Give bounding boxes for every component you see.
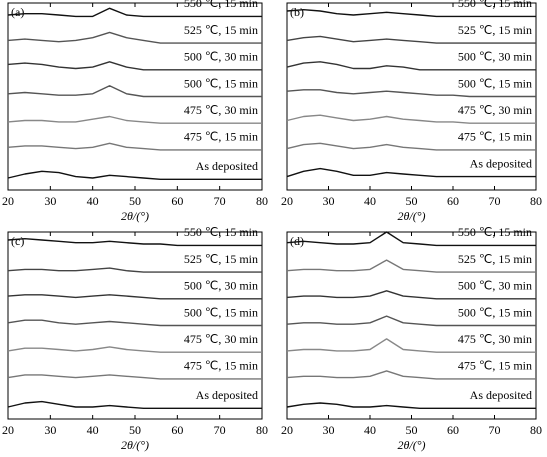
xrd-trace <box>7 85 262 98</box>
xrd-trace <box>7 7 262 18</box>
trace-label: 550 ℃, 15 min <box>184 225 258 239</box>
trace-label: 475 ℃, 30 min <box>184 332 258 346</box>
x-tick-label: 40 <box>87 423 99 437</box>
trace-label: 475 ℃, 15 min <box>184 359 258 373</box>
xrd-trace <box>7 267 262 273</box>
x-tick-label: 60 <box>447 423 459 437</box>
trace-label: 475 ℃, 30 min <box>458 332 532 346</box>
x-tick-label: 20 <box>281 194 293 208</box>
trace-label: As deposited <box>470 156 532 170</box>
xrd-trace <box>7 319 262 327</box>
xrd-trace <box>286 89 536 98</box>
xrd-trace <box>286 61 536 71</box>
x-tick-label: 50 <box>406 423 418 437</box>
x-tick-label: 70 <box>214 194 226 208</box>
x-tick-label: 30 <box>323 194 335 208</box>
x-tick-label: 30 <box>323 423 335 437</box>
x-tick-label: 20 <box>2 423 14 437</box>
xrd-trace <box>286 35 536 44</box>
xrd-trace <box>286 370 536 380</box>
panel-label: (c) <box>11 234 24 248</box>
trace-label: 475 ℃, 15 min <box>184 130 258 144</box>
x-tick-label: 80 <box>256 194 268 208</box>
x-tick-label: 60 <box>171 423 183 437</box>
panel-label: (b) <box>290 5 304 19</box>
x-tick-label: 30 <box>44 423 56 437</box>
x-tick-label: 70 <box>489 423 501 437</box>
xrd-trace <box>286 9 536 18</box>
xrd-trace <box>7 170 262 180</box>
trace-label: 475 ℃, 15 min <box>458 130 532 144</box>
x-tick-label: 80 <box>256 423 268 437</box>
panel-label: (d) <box>290 234 304 248</box>
xrd-trace <box>7 238 262 247</box>
trace-label: 500 ℃, 15 min <box>184 305 258 319</box>
xrd-trace <box>7 115 262 124</box>
x-tick-label: 70 <box>214 423 226 437</box>
trace-label: 525 ℃, 15 min <box>184 252 258 266</box>
xrd-trace <box>7 346 262 353</box>
xrd-trace <box>286 231 536 247</box>
xrd-trace <box>7 31 262 44</box>
xrd-trace <box>286 290 536 300</box>
xrd-trace <box>7 400 262 409</box>
x-tick-label: 50 <box>129 194 141 208</box>
x-tick-label: 20 <box>2 194 14 208</box>
xrd-trace <box>286 338 536 353</box>
x-tick-label: 60 <box>171 194 183 208</box>
x-tick-label: 40 <box>364 423 376 437</box>
trace-label: 500 ℃, 15 min <box>184 76 258 90</box>
x-tick-label: 30 <box>44 194 56 208</box>
trace-label: 500 ℃, 30 min <box>184 279 258 293</box>
xrd-trace <box>286 315 536 327</box>
trace-label: 550 ℃, 15 min <box>458 225 532 239</box>
trace-label: 475 ℃, 15 min <box>458 359 532 373</box>
trace-label: 500 ℃, 30 min <box>458 279 532 293</box>
x-tick-label: 50 <box>406 194 418 208</box>
xrd-trace <box>7 142 262 151</box>
trace-label: 500 ℃, 30 min <box>458 50 532 64</box>
trace-label: As deposited <box>196 388 258 402</box>
trace-label: 500 ℃, 30 min <box>184 50 258 64</box>
x-tick-label: 60 <box>447 194 459 208</box>
x-tick-label: 40 <box>87 194 99 208</box>
x-axis-label: 2θ/(°) <box>397 438 425 452</box>
x-axis-label: 2θ/(°) <box>121 209 149 223</box>
x-tick-label: 40 <box>364 194 376 208</box>
trace-label: As deposited <box>196 159 258 173</box>
xrd-trace <box>286 402 536 409</box>
panel-label: (a) <box>11 5 24 19</box>
trace-label: 525 ℃, 15 min <box>458 252 532 266</box>
trace-label: 500 ℃, 15 min <box>458 76 532 90</box>
x-axis-label: 2θ/(°) <box>397 209 425 223</box>
trace-label: 475 ℃, 30 min <box>458 103 532 117</box>
x-tick-label: 80 <box>530 194 542 208</box>
trace-label: 525 ℃, 15 min <box>184 23 258 37</box>
x-tick-label: 80 <box>530 423 542 437</box>
xrd-trace <box>286 142 536 151</box>
trace-label: 475 ℃, 30 min <box>184 103 258 117</box>
x-axis-label: 2θ/(°) <box>121 438 149 452</box>
trace-label: 525 ℃, 15 min <box>458 23 532 37</box>
x-tick-label: 50 <box>129 423 141 437</box>
xrd-trace <box>7 374 262 380</box>
trace-label: As deposited <box>470 388 532 402</box>
xrd-trace <box>286 114 536 124</box>
trace-label: 550 ℃, 15 min <box>184 0 258 10</box>
x-tick-label: 70 <box>489 194 501 208</box>
trace-label: 500 ℃, 15 min <box>458 305 532 319</box>
xrd-trace <box>7 61 262 71</box>
xrd-trace <box>286 259 536 273</box>
xrd-trace <box>286 167 536 178</box>
x-tick-label: 20 <box>281 423 293 437</box>
xrd-trace <box>7 294 262 300</box>
trace-label: 550 ℃, 15 min <box>458 0 532 10</box>
